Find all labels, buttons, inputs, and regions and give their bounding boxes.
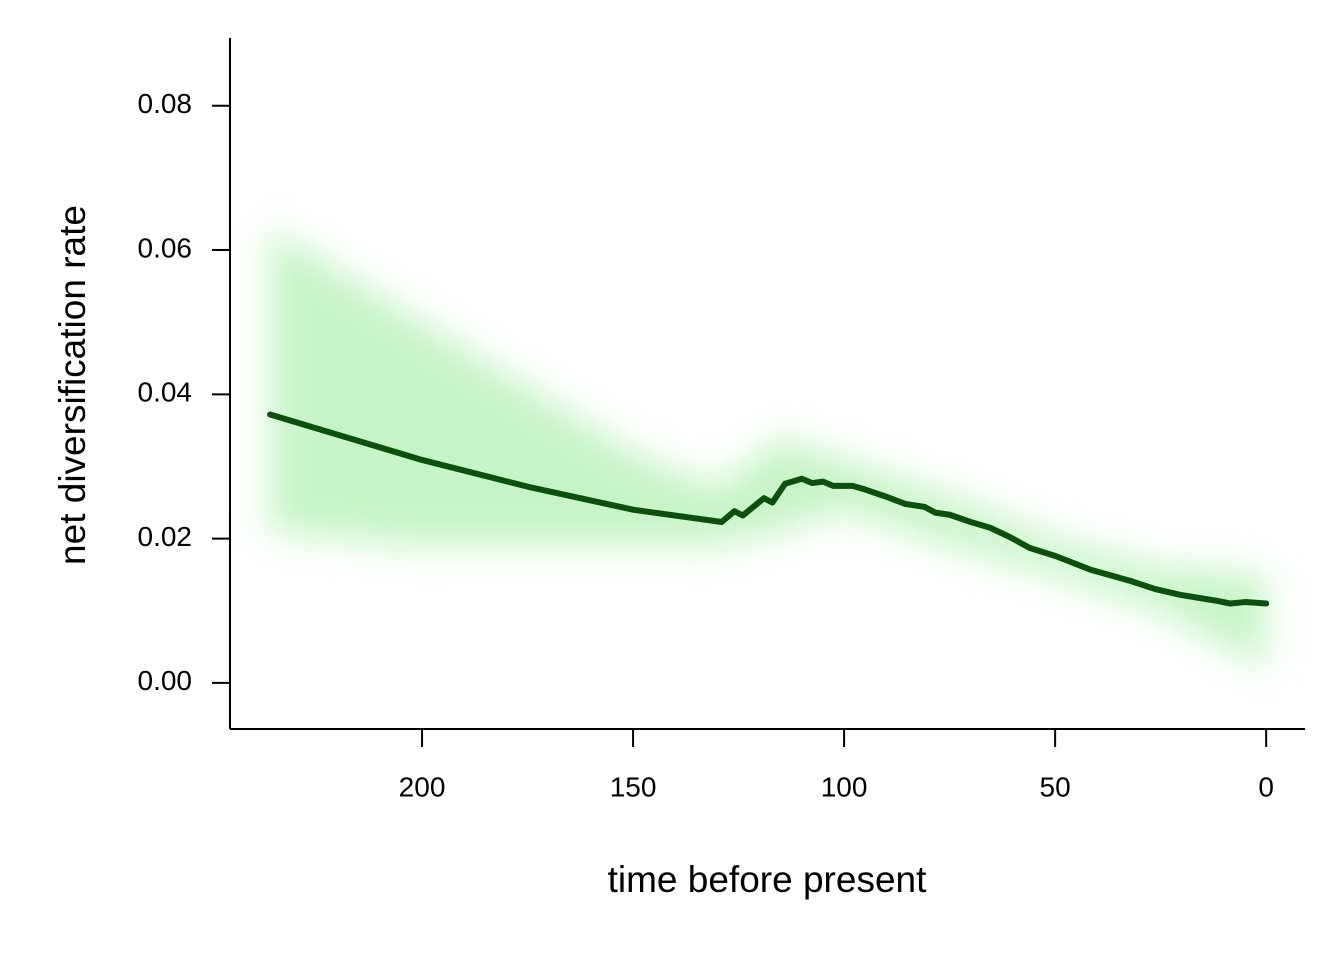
y-tick-label: 0.00 (138, 665, 193, 696)
band-layer (270, 228, 1267, 669)
rate-line (267, 411, 1270, 607)
x-tick-label: 0 (1258, 771, 1274, 802)
y-tick-label: 0.02 (138, 521, 193, 552)
y-tick-label: 0.08 (138, 88, 193, 119)
y-tick-label: 0.06 (138, 232, 193, 263)
y-tick-label: 0.04 (138, 377, 193, 408)
confidence-band (270, 228, 1267, 669)
x-axis-title: time before present (608, 859, 928, 900)
x-tick-label: 100 (821, 771, 868, 802)
x-tick-label: 50 (1040, 771, 1071, 802)
y-axis-title: net diversification rate (52, 205, 93, 565)
x-tick-label: 200 (399, 771, 446, 802)
x-tick-label: 150 (610, 771, 657, 802)
